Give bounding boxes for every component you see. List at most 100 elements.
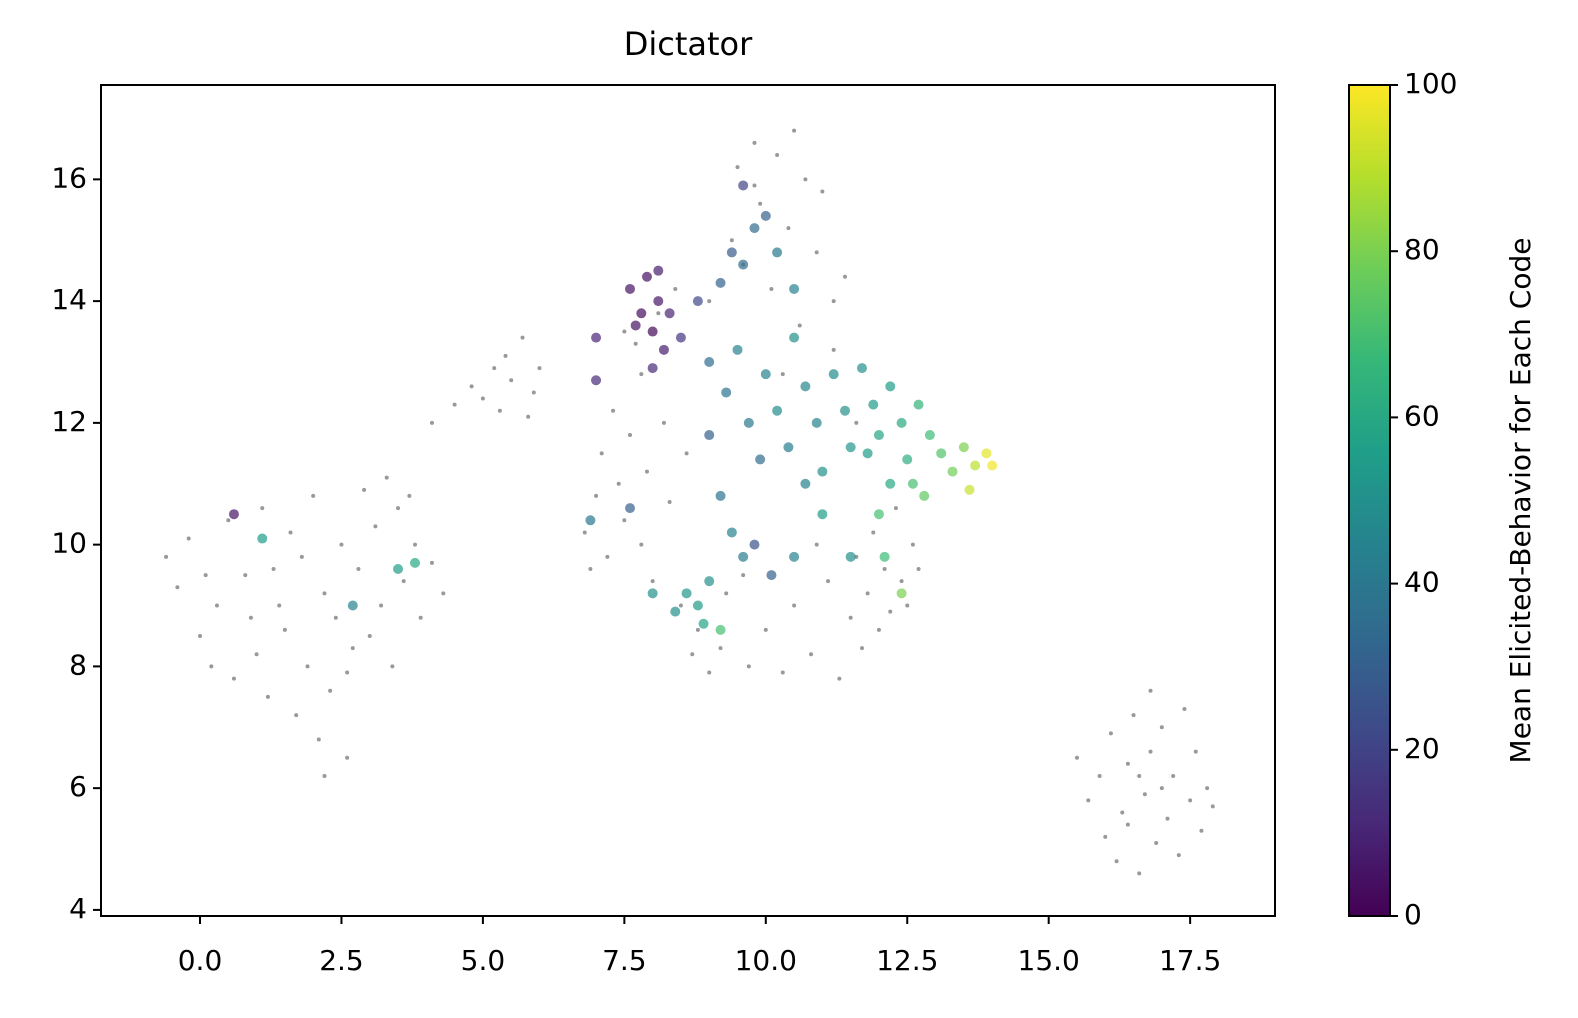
background-point <box>752 140 757 145</box>
background-point <box>1188 798 1193 803</box>
background-point <box>441 591 446 596</box>
point <box>896 588 907 599</box>
background-point <box>503 353 508 358</box>
background-point <box>837 676 842 681</box>
background-point <box>1171 773 1176 778</box>
background-point <box>582 530 587 535</box>
colorbar-tick-label: 80 <box>1404 233 1440 266</box>
point <box>987 460 998 471</box>
background-point <box>1125 822 1130 827</box>
background-point <box>831 347 836 352</box>
point <box>585 515 596 526</box>
background-point <box>390 664 395 669</box>
point <box>958 442 969 453</box>
point <box>692 600 703 611</box>
point <box>653 296 664 307</box>
colorbar-tick-label: 40 <box>1404 566 1440 599</box>
background-point <box>209 664 214 669</box>
point <box>964 484 975 495</box>
colorbar-tick-label: 60 <box>1404 399 1440 432</box>
background-point <box>882 566 887 571</box>
background-point <box>429 560 434 565</box>
y-tick-label: 12 <box>51 405 87 438</box>
point <box>732 344 743 355</box>
background-point <box>622 329 627 334</box>
colorbar-tick-label: 0 <box>1404 898 1422 931</box>
background-point <box>735 165 740 170</box>
background-point <box>611 408 616 413</box>
x-tick-label: 7.5 <box>602 944 647 977</box>
background-point <box>650 579 655 584</box>
background-point <box>305 664 310 669</box>
point <box>947 466 958 477</box>
background-point <box>707 670 712 675</box>
point <box>845 551 856 562</box>
point <box>873 430 884 441</box>
background-point <box>1137 871 1142 876</box>
background-point <box>1125 761 1130 766</box>
background-point <box>1159 725 1164 730</box>
point <box>228 509 239 520</box>
point <box>783 442 794 453</box>
background-point <box>469 384 474 389</box>
background-point <box>231 676 236 681</box>
background-point <box>758 201 763 206</box>
y-tick-label: 8 <box>69 648 87 681</box>
background-point <box>1108 731 1113 736</box>
chart-title: Dictator <box>624 25 753 63</box>
background-point <box>786 226 791 231</box>
background-point <box>492 366 497 371</box>
background-point <box>288 530 293 535</box>
background-point <box>644 469 649 474</box>
background-point <box>605 554 610 559</box>
background-point <box>339 542 344 547</box>
x-tick-label: 10.0 <box>735 944 797 977</box>
background-point <box>599 451 604 456</box>
background-point <box>780 670 785 675</box>
background-point <box>509 378 514 383</box>
y-tick-label: 16 <box>51 161 87 194</box>
point <box>704 357 715 367</box>
x-tick-label: 5.0 <box>461 944 506 977</box>
background-point <box>401 579 406 584</box>
background-point <box>367 633 372 638</box>
background-point <box>667 500 672 505</box>
point <box>800 478 811 489</box>
background-point <box>905 603 910 608</box>
background-point <box>198 633 203 638</box>
point <box>647 588 658 599</box>
point <box>766 570 777 581</box>
background-point <box>633 341 638 346</box>
background-point <box>843 274 848 279</box>
point <box>641 271 652 282</box>
background-point <box>814 542 819 547</box>
background-point <box>729 238 734 243</box>
background-point <box>639 542 644 547</box>
background-point <box>695 627 700 632</box>
colorbar <box>1348 84 1391 917</box>
point <box>670 606 681 617</box>
point <box>636 308 647 319</box>
background-point <box>328 688 333 693</box>
background-point <box>854 420 859 425</box>
point <box>885 478 896 489</box>
background-point <box>826 579 831 584</box>
background-point <box>333 615 338 620</box>
point <box>924 430 935 441</box>
point <box>772 405 783 416</box>
x-tick-label: 15.0 <box>1018 944 1080 977</box>
point <box>868 399 879 410</box>
point <box>749 223 760 234</box>
point <box>715 490 726 501</box>
point <box>755 454 766 465</box>
point <box>743 417 754 428</box>
background-point <box>910 542 915 547</box>
y-tick-label: 10 <box>51 527 87 560</box>
point <box>862 448 873 459</box>
background-point <box>628 433 633 438</box>
point <box>704 576 715 587</box>
background-point <box>203 573 208 578</box>
point <box>625 283 636 294</box>
point <box>591 375 602 386</box>
background-point <box>780 372 785 377</box>
